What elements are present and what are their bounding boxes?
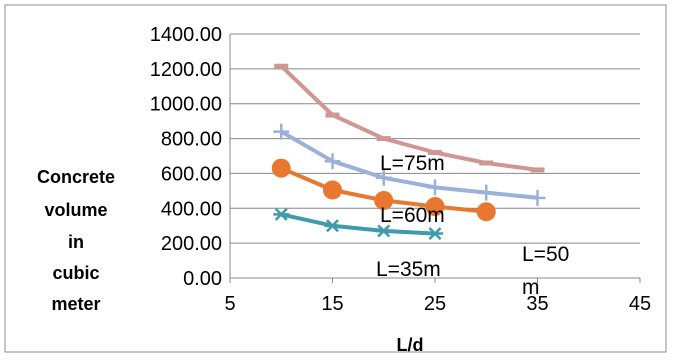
y-axis-title-line: in: [68, 232, 84, 252]
data-point: [425, 197, 445, 217]
y-tick-label: 1200.00: [150, 59, 222, 81]
data-series: [271, 63, 546, 241]
data-point: [324, 153, 341, 170]
chart-frame: [4, 4, 667, 353]
y-tick-label: 1000.00: [150, 94, 222, 116]
data-point: [374, 190, 394, 210]
data-point: [427, 179, 443, 196]
annotation-label: L=60m: [380, 204, 445, 227]
series-line: [280, 129, 538, 200]
annotation-label: L=35m: [376, 258, 441, 281]
y-tick-label: 1400.00: [150, 24, 222, 46]
annotation-label: m: [522, 276, 540, 299]
x-tick-label: 45: [629, 293, 651, 315]
series-dash: [274, 63, 545, 173]
x-tick-label: 35: [526, 293, 548, 315]
data-point: [324, 219, 341, 233]
annotations: L=75m L=60m L=50 m L=35m: [376, 152, 569, 299]
x-tick-label: 25: [424, 293, 446, 315]
x-tick-label: 15: [321, 293, 343, 315]
data-point: [478, 184, 495, 201]
data-point: [427, 227, 443, 241]
y-tick-label: 600.00: [161, 163, 222, 185]
axes: [229, 34, 641, 283]
data-point: [273, 123, 290, 140]
x-axis-title: L/d: [397, 335, 424, 355]
data-point: [375, 169, 392, 186]
y-axis-title-line: meter: [51, 294, 100, 314]
series-line: [280, 212, 436, 236]
annotation-label: L=75m: [380, 152, 445, 175]
series-plus: [273, 123, 546, 206]
series-circle: [271, 158, 496, 222]
y-axis-title-line: cubic: [52, 263, 99, 283]
y-tick-label: 400.00: [161, 198, 222, 220]
data-point: [271, 158, 291, 178]
y-axis-title-line: volume: [44, 200, 107, 220]
annotation-label: L=50: [522, 243, 569, 266]
axis-labels: L/d Concrete volume in cubic meter: [37, 167, 424, 355]
data-point: [323, 180, 342, 200]
series-line: [279, 64, 538, 172]
data-point: [375, 224, 392, 238]
data-point: [529, 189, 546, 206]
data-point: [273, 207, 290, 221]
y-tick-label: 0.00: [183, 268, 222, 290]
x-tick-label: 5: [224, 293, 235, 315]
y-tick-label: 200.00: [161, 233, 222, 255]
y-axis-title-line: Concrete: [37, 167, 115, 187]
y-tick-label: 800.00: [161, 129, 222, 151]
series-star: [273, 207, 443, 241]
data-point: [476, 202, 496, 222]
tick-labels: 0.00 200.00 400.00 600.00 800.00 1000.00 1200.…: [150, 24, 651, 315]
